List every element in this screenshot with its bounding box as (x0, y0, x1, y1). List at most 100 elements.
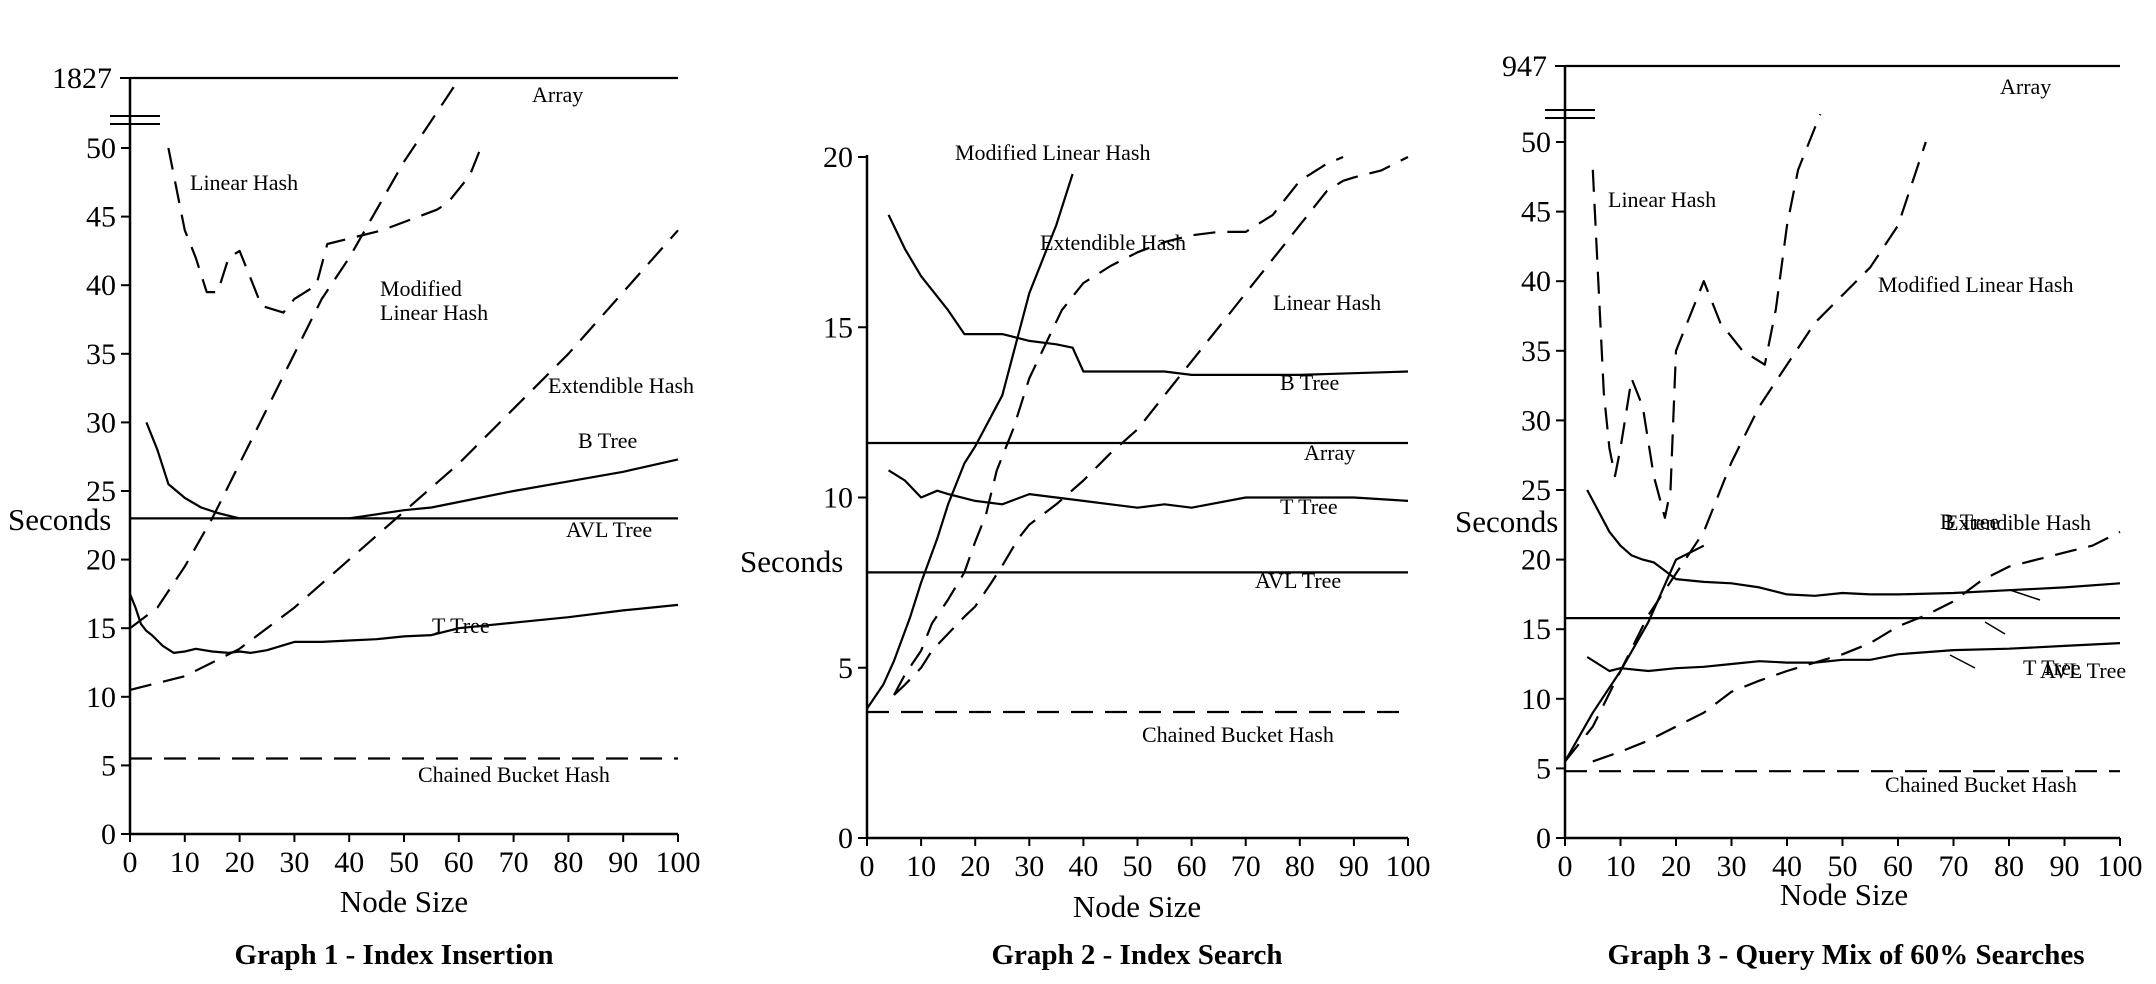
y-tick-label: 0 (1536, 822, 1551, 855)
series-label: Linear Hash (380, 300, 488, 325)
chart-panel-2: 0 10 20 30 40 50 60 70 80 90 100 0 5 10 15 20 Modified L… (740, 140, 1431, 971)
x-axis-title: Node Size (340, 884, 468, 919)
series-label: Modified Linear Hash (1878, 272, 2074, 297)
series-label: Linear Hash (190, 170, 298, 195)
series-label: Chained Bucket Hash (418, 762, 610, 787)
series-line-extendible-hash (1592, 530, 2121, 763)
x-tick-label: 20 (225, 846, 255, 879)
x-tick-label: 40 (334, 846, 364, 879)
x-tick-label: 70 (1939, 850, 1969, 883)
y-tick-label: 35 (86, 338, 116, 371)
series-line-t-tree (128, 593, 679, 654)
series-label: T Tree (1280, 494, 1338, 519)
y-tick-label: 30 (86, 406, 116, 439)
chart-title: Graph 1 - Index Insertion (234, 939, 553, 971)
x-tick-label: 10 (170, 846, 200, 879)
x-tick-label: 100 (2098, 850, 2143, 883)
x-tick-label: 70 (1231, 850, 1261, 883)
break-value-label: 947 (1502, 50, 1547, 83)
series-label: Chained Bucket Hash (1142, 722, 1334, 747)
y-tick-label: 20 (86, 544, 116, 577)
y-tick-label: 15 (1521, 613, 1551, 646)
y-tick-label: 5 (1536, 752, 1551, 785)
x-tick-label: 40 (1068, 850, 1098, 883)
series-line-linear-hash (893, 156, 1409, 696)
series-label: T Tree (2023, 655, 2081, 680)
series-label: T Tree (432, 613, 490, 638)
y-tick-label: 15 (823, 311, 853, 344)
x-tick-label: 70 (499, 846, 529, 879)
label-leader-line (2009, 589, 2041, 601)
series-label: Modified (380, 276, 462, 301)
y-tick-label: 20 (1521, 544, 1551, 577)
y-tick-label: 45 (86, 201, 116, 234)
chart-title: Graph 3 - Query Mix of 60% Searches (1607, 939, 2084, 971)
series-line-extendible-hash (129, 229, 679, 691)
x-tick-label: 90 (608, 846, 638, 879)
x-tick-label: 0 (123, 846, 138, 879)
x-tick-label: 60 (1883, 850, 1913, 883)
series-label: Modified Linear Hash (955, 140, 1151, 165)
y-axis-title: Seconds (1455, 504, 1558, 539)
x-tick-label: 30 (279, 846, 309, 879)
series-label: AVL Tree (2040, 658, 2126, 683)
y-tick-label: 10 (1521, 683, 1551, 716)
chart-title: Graph 2 - Index Search (991, 939, 1282, 971)
series-line-extendible-hash (893, 155, 1344, 696)
series-label: Extendible Hash (1945, 510, 2091, 535)
y-tick-label: 15 (86, 612, 116, 645)
series-label: Extendible Hash (1040, 230, 1186, 255)
x-tick-label: 20 (960, 850, 990, 883)
y-tick-label: 35 (1521, 335, 1551, 368)
x-axis-title: Node Size (1073, 889, 1201, 924)
y-axis-title: Seconds (740, 544, 843, 579)
series-line-linear-hash (167, 147, 482, 314)
x-tick-label: 20 (1661, 850, 1691, 883)
x-axis-title: Node Size (1780, 877, 1908, 912)
series-label: Array (532, 82, 583, 107)
chart-panel-1: 0 10 20 30 40 50 60 70 80 90 100 0 5 10 15 20 25 30 35 40 45… (8, 62, 701, 971)
x-tick-label: 80 (553, 846, 583, 879)
x-tick-label: 60 (444, 846, 474, 879)
y-axis-title: Seconds (8, 502, 111, 537)
y-tick-label: 0 (838, 822, 853, 855)
x-tick-label: 50 (389, 846, 419, 879)
y-tick-label: 0 (101, 818, 116, 851)
y-tick-label: 30 (1521, 404, 1551, 437)
y-tick-label: 25 (1521, 474, 1551, 507)
x-tick-label: 30 (1717, 850, 1747, 883)
y-tick-label: 10 (86, 681, 116, 714)
x-tick-label: 80 (1994, 850, 2024, 883)
x-tick-label: 0 (860, 850, 875, 883)
series-label: Linear Hash (1608, 187, 1716, 212)
series-label: Array (2000, 74, 2051, 99)
x-tick-label: 30 (1014, 850, 1044, 883)
series-line-t-tree (1586, 642, 2121, 673)
x-tick-label: 90 (1339, 850, 1369, 883)
series-line-modified-linear-hash (866, 173, 1074, 710)
series-line-b-tree (1586, 489, 2121, 597)
break-value-label: 1827 (52, 62, 112, 95)
x-tick-label: 100 (1386, 850, 1431, 883)
x-tick-label: 60 (1177, 850, 1207, 883)
series-line-linear-hash (1591, 113, 1822, 519)
series-label: Linear Hash (1273, 290, 1381, 315)
series-label: AVL Tree (566, 517, 652, 542)
chart-panel-3: 0 10 20 30 40 50 60 70 80 90 100 0 5 10 15 20 25 30 35 40 45… (1455, 50, 2143, 971)
series-label: B Tree (1940, 509, 1999, 534)
series-line-t-tree (888, 469, 1409, 509)
series-label: B Tree (578, 428, 637, 453)
series-label: B Tree (1280, 370, 1339, 395)
x-tick-label: 40 (1772, 850, 1802, 883)
x-tick-label: 90 (2050, 850, 2080, 883)
y-tick-label: 50 (1521, 126, 1551, 159)
series-line-modified-linear-hash (129, 78, 460, 630)
x-tick-label: 80 (1285, 850, 1315, 883)
x-tick-label: 0 (1558, 850, 1573, 883)
x-tick-label: 50 (1123, 850, 1153, 883)
y-tick-label: 40 (1521, 265, 1551, 298)
y-tick-label: 25 (86, 475, 116, 508)
series-line-extendible-hash (1564, 544, 1705, 762)
y-tick-label: 5 (838, 652, 853, 685)
